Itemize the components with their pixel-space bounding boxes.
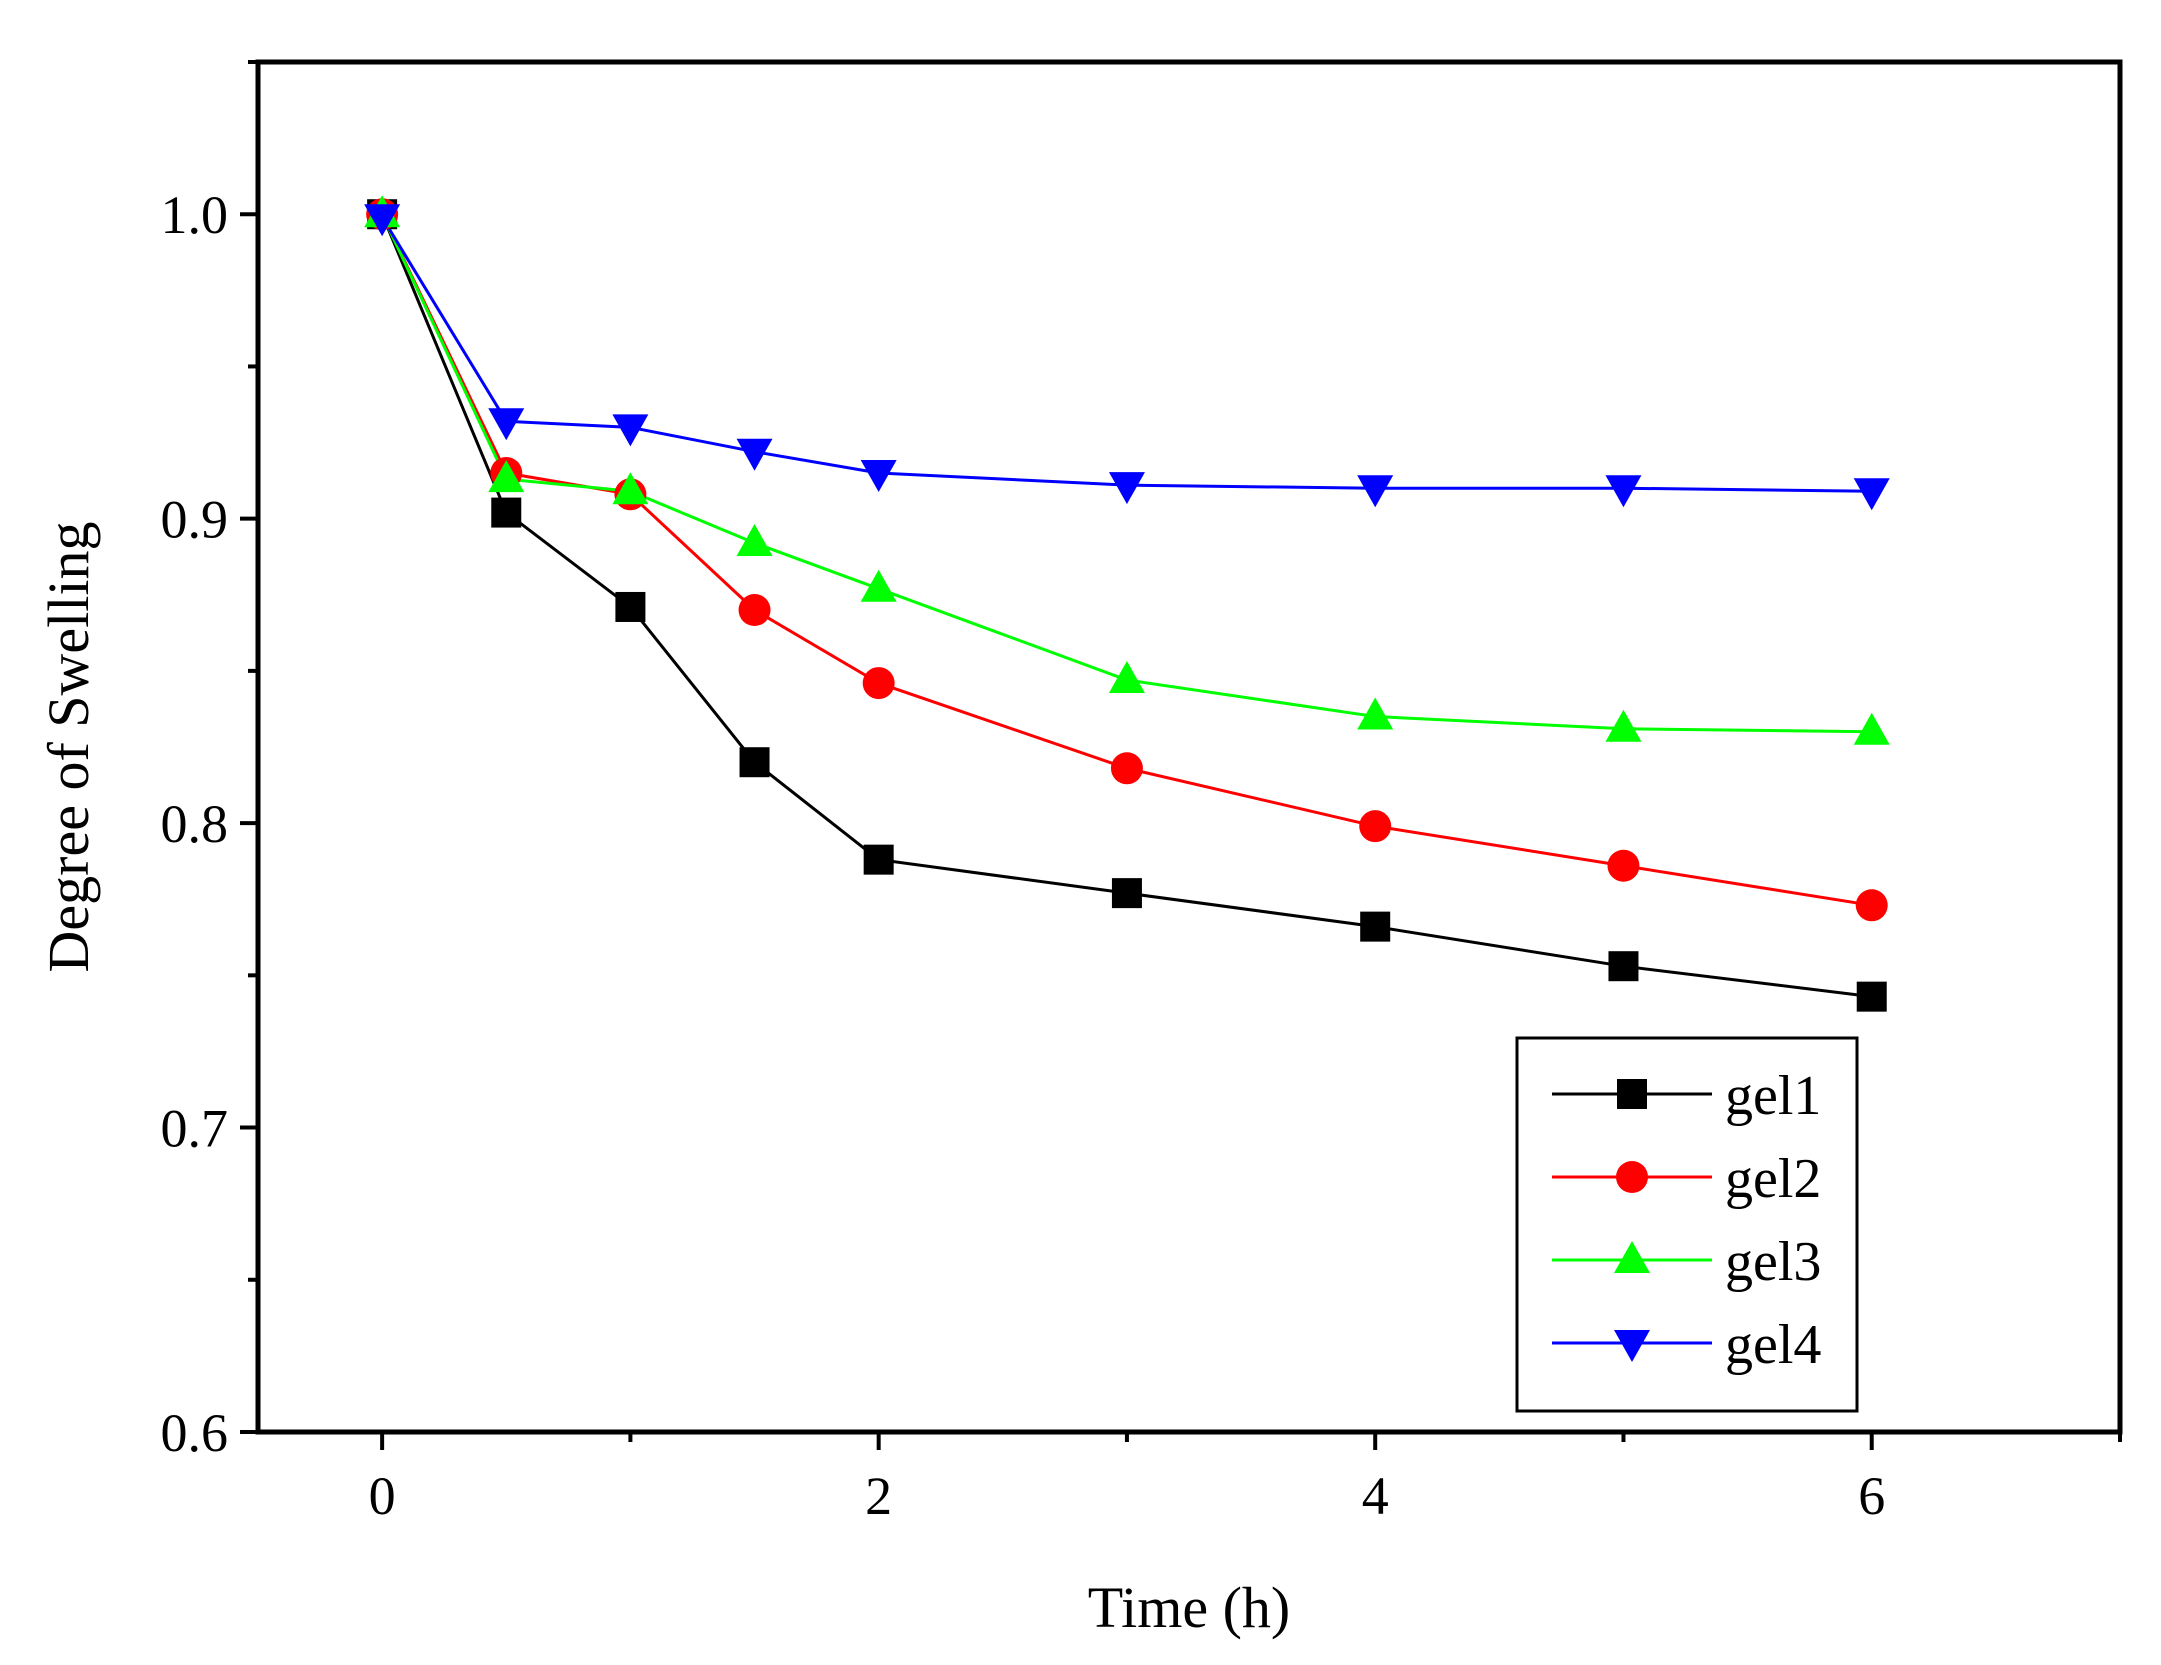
data-point-gel4 [364, 204, 401, 237]
data-point-gel1 [863, 844, 894, 875]
y-tick-label: 0.6 [161, 1403, 229, 1463]
data-point-gel1 [491, 497, 522, 528]
data-point-gel1 [739, 747, 770, 778]
data-point-gel3 [736, 524, 773, 557]
legend-marker-gel1 [1617, 1079, 1647, 1109]
legend-label-gel3: gel3 [1725, 1231, 1821, 1293]
data-point-gel3 [1605, 709, 1642, 742]
x-tick-label: 2 [865, 1466, 892, 1526]
legend-frame [1515, 1036, 1859, 1413]
legend-marker-gel2 [1616, 1161, 1648, 1193]
data-point-gel1 [1111, 878, 1142, 909]
data-point-gel2 [862, 667, 895, 700]
data-point-gel2 [1855, 889, 1888, 922]
data-point-gel3 [612, 472, 649, 505]
data-point-gel2 [1607, 849, 1640, 882]
data-point-gel1 [615, 591, 646, 622]
series-markers [364, 195, 1890, 1012]
plot-frame [255, 59, 2123, 1435]
x-axis-title: Time (h) [1088, 1575, 1291, 1640]
y-axis-title: Degree of Swelling [36, 522, 101, 973]
data-point-gel4 [736, 438, 773, 471]
data-point-gel1 [1856, 981, 1887, 1012]
x-tick-label: 4 [1362, 1466, 1389, 1526]
legend: gel1 gel2 gel3 gel4 [1515, 1036, 1859, 1413]
y-tick-label: 0.7 [161, 1099, 229, 1159]
x-tick-label: 0 [369, 1466, 396, 1526]
data-point-gel3 [1108, 661, 1145, 694]
legend-label-gel1: gel1 [1725, 1065, 1821, 1127]
data-point-gel3 [488, 460, 525, 493]
series-line-gel2 [380, 213, 1872, 907]
y-tick-label: 1.0 [161, 185, 229, 245]
data-point-gel2 [738, 594, 771, 626]
data-point-gel3 [860, 569, 897, 602]
axis-ticks: 0.6 0.7 0.8 0.9 1.0 0 2 4 6 [161, 60, 2122, 1526]
y-tick-label: 0.9 [161, 490, 229, 550]
data-point-gel1 [1360, 911, 1391, 942]
data-point-gel3 [1853, 712, 1890, 745]
series-line-gel4 [380, 216, 1872, 493]
data-point-gel4 [1357, 475, 1394, 508]
data-point-gel3 [1357, 697, 1394, 730]
legend-label-gel2: gel2 [1725, 1148, 1821, 1210]
data-point-gel4 [1853, 478, 1890, 511]
data-point-gel4 [612, 414, 649, 447]
data-point-gel4 [860, 460, 897, 492]
data-point-gel4 [488, 408, 525, 441]
x-tick-label: 6 [1858, 1466, 1885, 1526]
data-point-gel2 [1359, 810, 1392, 843]
y-tick-label: 0.8 [161, 794, 229, 854]
legend-label-gel4: gel4 [1725, 1314, 1821, 1376]
legend-marker-gel3 [1614, 1241, 1650, 1273]
legend-marker-gel4 [1614, 1330, 1650, 1362]
data-point-gel4 [1605, 475, 1642, 508]
data-point-gel1 [1608, 951, 1639, 982]
data-point-gel4 [1108, 472, 1145, 505]
data-point-gel2 [1110, 752, 1143, 785]
